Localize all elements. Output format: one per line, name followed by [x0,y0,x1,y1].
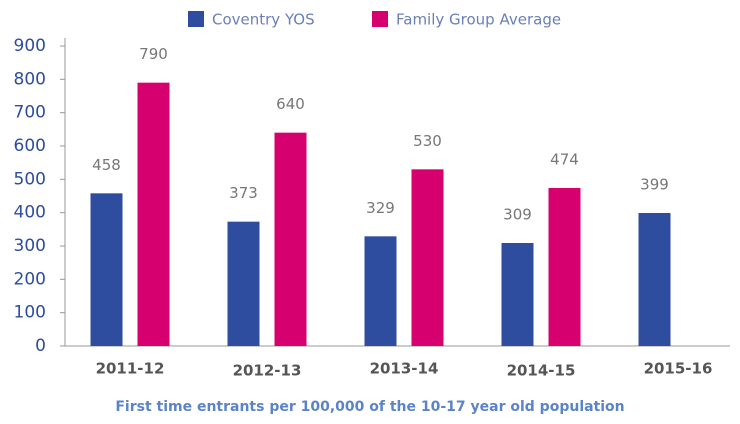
data-label: 458 [92,156,121,174]
y-tick-label: 400 [14,203,46,223]
x-tick-label: 2011-12 [96,360,165,378]
y-tick-label: 600 [14,136,46,156]
bar [548,188,581,346]
data-label: 399 [640,176,669,194]
y-tick-label: 300 [14,236,46,256]
bar [90,193,123,346]
x-axis-label: First time entrants per 100,000 of the 1… [115,399,624,415]
data-label: 373 [229,184,258,202]
x-tick-label: 2013-14 [370,360,439,378]
data-label: 530 [413,132,442,150]
data-label: 790 [139,45,168,63]
y-tick-label: 200 [14,269,46,289]
data-label: 309 [503,206,532,224]
legend-label: Coventry YOS [212,11,315,29]
x-tick-label: 2015-16 [644,360,713,378]
data-label: 640 [276,95,305,113]
bar [274,132,307,346]
bar [227,221,260,346]
bar [501,243,534,346]
y-tick-label: 700 [14,103,46,123]
data-label: 329 [366,199,395,217]
bar [364,236,397,346]
y-tick-label: 100 [14,303,46,323]
legend-swatch [372,11,388,27]
bar [137,82,170,347]
legend-label: Family Group Average [396,11,561,29]
y-tick-label: 500 [14,169,46,189]
y-tick-label: 0 [35,336,46,356]
bar [411,169,444,346]
y-tick-label: 800 [14,69,46,89]
y-tick-label: 900 [14,36,46,56]
legend-swatch [188,11,204,27]
x-tick-label: 2014-15 [507,362,576,380]
data-label: 474 [550,151,579,169]
bar [638,213,671,346]
x-tick-label: 2012-13 [233,362,302,380]
